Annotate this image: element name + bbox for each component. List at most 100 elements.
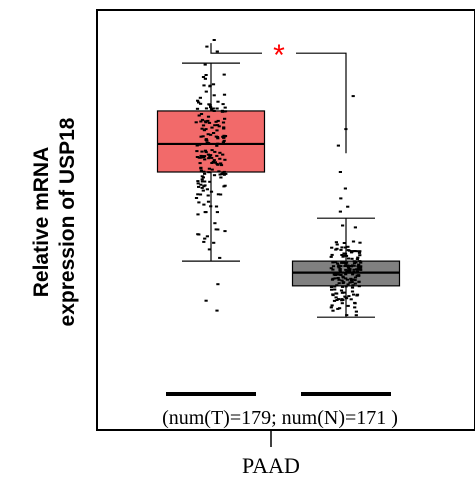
data-point-N	[333, 274, 337, 276]
data-point-T	[202, 203, 206, 206]
data-point-T	[203, 211, 207, 214]
data-point-N	[339, 289, 344, 292]
data-point-T	[213, 150, 217, 153]
data-point-T	[200, 186, 204, 189]
data-point-N	[353, 282, 357, 285]
data-point-T	[201, 176, 205, 179]
data-point-T	[222, 93, 227, 96]
data-point-N	[329, 255, 333, 258]
data-point-T	[223, 106, 227, 109]
data-point-T	[213, 161, 217, 164]
data-point-N	[355, 250, 359, 253]
data-point-T	[212, 241, 216, 244]
data-point-T	[199, 102, 203, 105]
outlier-point-T	[205, 45, 209, 48]
data-point-T	[209, 107, 213, 110]
data-point-N	[350, 286, 355, 289]
data-point-T	[201, 155, 205, 158]
data-point-T	[219, 162, 223, 165]
data-point-T	[210, 126, 214, 129]
outlier-point-N	[339, 197, 343, 200]
data-point-N	[338, 267, 342, 270]
data-point-T	[199, 183, 203, 186]
data-point-N	[346, 304, 350, 307]
data-point-T	[213, 222, 217, 225]
data-point-T	[206, 153, 210, 156]
data-point-T	[196, 193, 200, 196]
data-point-N	[346, 266, 350, 269]
data-point-T	[217, 170, 221, 173]
data-point-N	[331, 268, 335, 271]
significance-bracket-left	[210, 43, 262, 54]
data-point-N	[349, 251, 354, 254]
data-point-N	[331, 261, 335, 264]
data-point-N	[350, 250, 355, 253]
data-point-N	[345, 261, 349, 264]
data-point-N	[336, 277, 340, 279]
data-point-N	[338, 307, 342, 310]
data-point-N	[352, 262, 357, 265]
data-point-T	[204, 107, 209, 110]
data-point-N	[340, 302, 344, 305]
data-point-T	[209, 154, 213, 157]
data-point-T	[215, 129, 219, 132]
data-point-T	[200, 118, 205, 121]
data-point-N	[340, 291, 344, 294]
data-point-T	[198, 143, 202, 146]
data-point-T	[198, 96, 202, 99]
data-point-T	[202, 129, 206, 132]
data-point-T	[222, 73, 226, 76]
data-point-T	[198, 193, 203, 196]
data-point-N	[353, 302, 357, 305]
data-point-N	[341, 299, 345, 301]
data-point-T	[223, 230, 227, 233]
data-point-N	[335, 299, 339, 301]
data-point-T	[214, 228, 218, 231]
outlier-point-N	[351, 95, 355, 98]
data-point-T	[222, 170, 226, 173]
data-point-N	[341, 255, 345, 258]
data-point-T	[219, 193, 223, 196]
plot-frame	[96, 9, 475, 431]
data-point-T	[207, 167, 211, 170]
chart-marks: *	[156, 39, 401, 396]
data-point-N	[344, 254, 349, 257]
x-axis-label: PAAD	[242, 453, 300, 478]
data-point-N	[345, 270, 349, 273]
data-point-T	[204, 151, 208, 154]
data-point-T	[216, 119, 220, 122]
data-point-T	[216, 137, 220, 140]
outlier-point-T	[212, 39, 216, 41]
data-point-T	[203, 149, 208, 152]
data-point-T	[199, 156, 203, 159]
group-bar-T	[166, 392, 256, 396]
data-point-T	[214, 205, 219, 208]
data-point-T	[207, 248, 211, 251]
data-point-T	[215, 144, 219, 147]
data-point-N	[357, 263, 361, 266]
data-point-N	[352, 260, 356, 263]
data-point-N	[347, 295, 351, 298]
data-point-N	[335, 243, 339, 246]
data-point-N	[337, 282, 341, 285]
data-point-T	[201, 189, 205, 192]
data-point-N	[350, 279, 354, 282]
data-point-N	[337, 266, 341, 269]
outlier-point-N	[346, 205, 350, 208]
data-point-T	[200, 175, 204, 178]
data-point-N	[336, 273, 340, 276]
data-point-T	[201, 124, 206, 127]
data-point-N	[335, 284, 339, 287]
data-point-T	[203, 158, 207, 161]
data-point-N	[351, 240, 356, 243]
data-point-N	[344, 285, 348, 288]
data-point-T	[200, 178, 204, 181]
data-point-T	[199, 167, 203, 170]
data-point-N	[334, 292, 338, 295]
data-point-N	[348, 268, 352, 271]
data-point-T	[210, 156, 214, 159]
data-point-T	[215, 211, 219, 214]
data-point-N	[332, 299, 337, 302]
data-point-T	[204, 90, 208, 93]
